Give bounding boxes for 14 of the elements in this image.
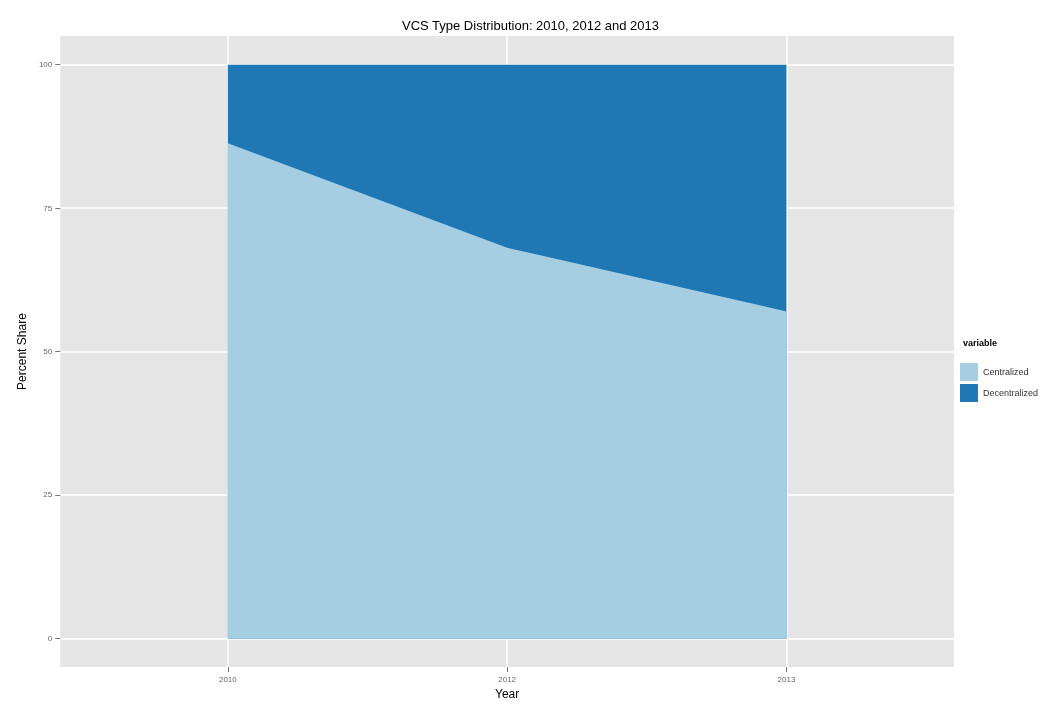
x-tick-label: 2012 <box>498 674 517 684</box>
y-tick-label: 50 <box>43 347 53 357</box>
x-tick-label: 2010 <box>218 674 238 684</box>
x-tick-label: 2013 <box>777 674 796 684</box>
x-axis-title: Year <box>495 687 520 701</box>
chart-title: VCS Type Distribution: 2010, 2012 and 2013 <box>401 18 660 33</box>
y-axis-title: Percent Share <box>15 312 29 390</box>
y-tick-label: 75 <box>43 203 53 213</box>
legend-title: variable <box>962 337 998 348</box>
legend-label: Centralized <box>982 367 1029 377</box>
legend-label: Decentralized <box>982 388 1038 398</box>
y-tick-label: 100 <box>38 60 53 70</box>
y-tick-label: 25 <box>43 490 53 500</box>
y-tick-label: 0 <box>47 633 53 643</box>
